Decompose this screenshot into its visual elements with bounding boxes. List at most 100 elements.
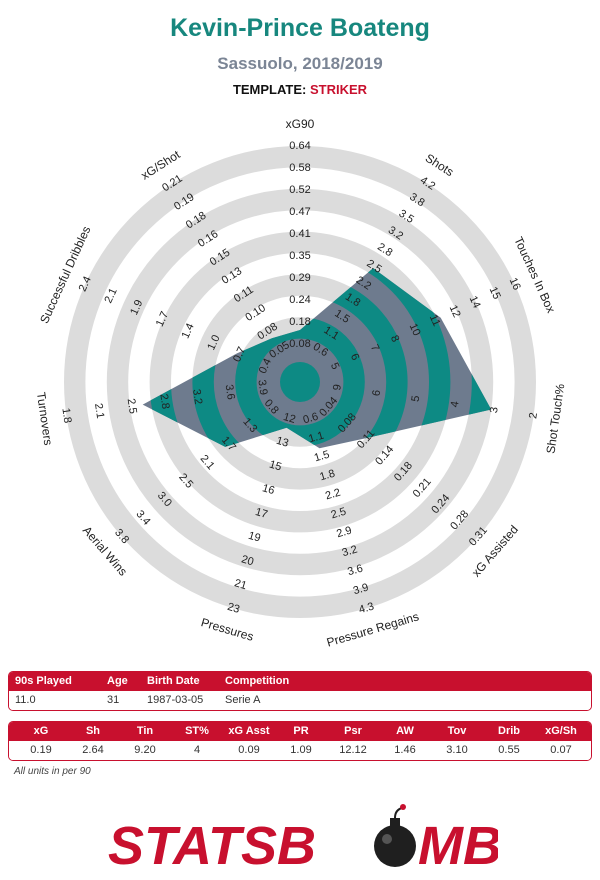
axis-name-label: Shots [423, 151, 456, 179]
stats-value-cell: 2.64 [82, 744, 104, 756]
axis-tick-label: 6 [370, 389, 383, 397]
info-value-row: 11.0 31 1987-03-05 Serie A [9, 691, 591, 710]
axis-tick-label: 0.08 [289, 338, 310, 350]
info-header-row: 90s Played Age Birth Date Competition [9, 672, 591, 691]
axis-tick-label: 12 [447, 303, 463, 319]
info-header-cell: Competition [225, 675, 290, 687]
axis-tick-label: 15 [268, 459, 283, 474]
stats-value-cell: 1.09 [290, 744, 312, 756]
player-name: Kevin-Prince Boateng [170, 14, 430, 42]
axis-tick-label: 5 [410, 395, 423, 403]
axis-tick-label: 2.5 [330, 506, 348, 522]
axis-name-label: xG90 [286, 117, 315, 131]
axis-tick-label: 2.1 [92, 402, 106, 419]
axis-tick-label: 1.8 [59, 407, 73, 424]
axis-tick-label: 16 [507, 276, 523, 292]
axis-tick-label: 16 [261, 482, 276, 497]
stats-value-cell: 1.46 [394, 744, 416, 756]
axis-tick-label: 0.47 [289, 206, 310, 218]
radar-chart: 0.080.180.240.290.350.410.470.520.580.64… [34, 117, 568, 650]
axis-tick-label: 1.0 [205, 333, 222, 352]
axis-tick-label: 15 [487, 285, 503, 301]
stats-value-row: 0.19 2.64 9.20 4 0.09 1.09 12.12 1.46 3.… [9, 741, 591, 760]
stats-value-cell: 0.07 [550, 744, 572, 756]
axis-tick-label: 8 [388, 334, 401, 345]
axis-tick-label: 21 [233, 577, 248, 592]
axis-tick-label: 14 [467, 294, 483, 310]
axis-tick-label: 0.7 [231, 345, 248, 364]
units-footnote: All units in per 90 [14, 766, 91, 777]
stats-header-cell: xG Asst [228, 725, 270, 737]
axis-tick-label: 0.18 [289, 316, 310, 328]
axis-tick-label: 19 [247, 530, 262, 545]
axis-tick-label: 3.2 [190, 388, 204, 405]
stats-value-cell: 0.19 [30, 744, 52, 756]
stats-value-cell: 9.20 [134, 744, 156, 756]
axis-tick-label: 2.4 [77, 275, 94, 294]
stats-header-cell: Tov [447, 725, 467, 737]
axis-tick-label: 2 [527, 412, 540, 420]
stats-value-cell: 12.12 [339, 744, 367, 756]
axis-tick-label: 3.9 [255, 379, 269, 396]
axis-tick-label: 0.6 [302, 411, 320, 427]
axis-name-label: Shot Touch% [543, 382, 567, 454]
axis-tick-label: 4 [449, 400, 462, 408]
axis-tick-label: 7 [368, 343, 381, 354]
axis-tick-label: 0.24 [289, 294, 310, 306]
axis-tick-label: 0.4 [257, 357, 274, 376]
axis-tick-label: 2.9 [335, 524, 353, 540]
radar-ring [63, 145, 537, 619]
axis-tick-label: 0.52 [289, 184, 310, 196]
axis-tick-label: 4.3 [357, 600, 375, 616]
stats-table: xG Sh Tin ST% xG Asst PR Psr AW Tov Drib… [8, 721, 592, 761]
stats-header-cell: Sh [85, 725, 101, 737]
stats-header-cell: xG/Sh [545, 725, 577, 737]
stats-value-cell: 0.09 [238, 744, 260, 756]
axis-tick-label: 0.64 [289, 140, 310, 152]
axis-tick-label: 17 [254, 506, 269, 521]
stats-value-cell: 3.10 [446, 744, 468, 756]
axis-tick-label: 23 [226, 601, 241, 616]
stats-header-row: xG Sh Tin ST% xG Asst PR Psr AW Tov Drib… [9, 722, 591, 741]
logo-text-left: STATSB [108, 816, 316, 872]
stats-header-cell: ST% [185, 725, 209, 737]
statsbomb-logo: STATSB MB [108, 804, 498, 872]
axis-tick-label: 10 [407, 322, 423, 338]
axis-tick-label: 0.35 [289, 250, 310, 262]
stats-value-cell: 4 [193, 744, 201, 756]
axis-tick-label: 2.1 [102, 286, 119, 305]
stats-header-cell: xG [33, 725, 49, 737]
stats-header-cell: PR [293, 725, 309, 737]
info-header-cell: Birth Date [147, 675, 200, 687]
axis-tick-label: 3.6 [223, 384, 237, 401]
info-table: 90s Played Age Birth Date Competition 11… [8, 671, 592, 711]
axis-tick-label: 2.5 [125, 398, 139, 415]
radar-center [280, 362, 320, 402]
stats-header-cell: AW [396, 725, 414, 737]
axis-tick-label: 20 [240, 553, 255, 568]
radar-ring [106, 188, 494, 576]
axis-tick-label: 5 [328, 361, 341, 372]
info-value-cell: 31 [107, 694, 120, 706]
axis-tick-label: 2.2 [324, 487, 342, 503]
axis-tick-label: 1.8 [318, 468, 336, 484]
axis-tick-label: 1.9 [128, 298, 145, 317]
logo-text-right: MB [418, 816, 498, 872]
stats-header-cell: Drib [498, 725, 520, 737]
axis-tick-label: 2.8 [157, 393, 171, 410]
axis-tick-label: 9 [331, 384, 344, 392]
info-value-cell: 1987-03-05 [147, 694, 204, 706]
axis-tick-label: 3.2 [341, 543, 359, 559]
info-header-cell: 90s Played [15, 675, 72, 687]
axis-tick-label: 1.5 [313, 449, 331, 465]
axis-name-label: Pressure Regains [325, 609, 420, 649]
info-value-cell: 11.0 [15, 694, 36, 706]
team-season: Sassuolo, 2018/2019 [217, 54, 383, 73]
axis-tick-label: 1.4 [180, 322, 197, 341]
info-header-cell: Age [107, 675, 128, 687]
axis-tick-label: 3.6 [346, 562, 364, 578]
stats-header-cell: Tin [136, 725, 154, 737]
axis-tick-label: 0.41 [289, 228, 310, 240]
axis-tick-label: 12 [282, 411, 297, 426]
axis-tick-label: 1.1 [307, 430, 325, 446]
